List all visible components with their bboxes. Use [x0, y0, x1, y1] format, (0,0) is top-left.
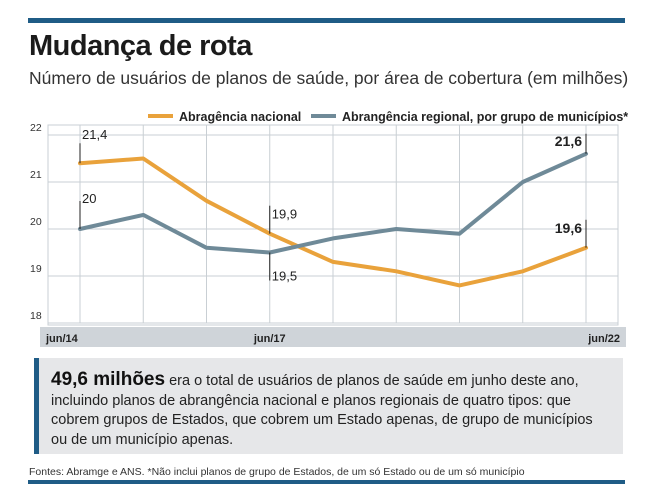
data-label: 19,6 — [555, 220, 582, 236]
top-rule — [28, 18, 625, 23]
callout-body: era o total de usuários de planos de saú… — [51, 373, 593, 448]
callout-text: 49,6 milhões era o total de usuários de … — [39, 358, 623, 450]
x-axis: jun/14 jun/17 jun/22 — [40, 327, 626, 347]
data-label: 20 — [82, 191, 96, 206]
data-label: 21,4 — [82, 127, 107, 142]
info-callout: 49,6 milhões era o total de usuários de … — [34, 358, 623, 454]
chart-subtitle: Número de usuários de planos de saúde, p… — [29, 68, 629, 88]
chart-annotations: 21,4 20 19,9 19,5 21,6 19,6 — [79, 127, 587, 284]
chart-title: Mudança de rota — [29, 30, 252, 62]
y-tick-label: 20 — [30, 216, 42, 228]
legend-label-nacional: Abragência nacional — [179, 110, 301, 124]
data-label: 21,6 — [555, 133, 582, 149]
legend-label-regional: Abrangência regional, por grupo de munic… — [342, 110, 628, 124]
y-axis: 18 19 20 21 22 — [30, 122, 42, 322]
x-axis-band — [40, 327, 626, 347]
y-tick-label: 22 — [30, 122, 42, 134]
chart-grid — [47, 124, 619, 326]
data-label: 19,5 — [272, 269, 297, 284]
callout-highlight: 49,6 milhões — [51, 369, 166, 390]
data-label: 19,9 — [272, 207, 297, 222]
x-tick-label: jun/22 — [587, 333, 620, 345]
source-footnote: Fontes: Abramge e ANS. *Não inclui plano… — [29, 466, 525, 478]
bottom-rule — [28, 480, 625, 484]
y-tick-label: 19 — [30, 263, 42, 275]
line-chart: Abragência nacional Abrangência regional… — [30, 110, 628, 347]
x-tick-label: jun/17 — [253, 333, 286, 345]
chart-legend: Abragência nacional Abrangência regional… — [148, 110, 628, 124]
x-tick-label: jun/14 — [45, 333, 79, 345]
y-tick-label: 18 — [30, 310, 42, 322]
chart-lines — [78, 151, 588, 288]
y-tick-label: 21 — [30, 169, 42, 181]
